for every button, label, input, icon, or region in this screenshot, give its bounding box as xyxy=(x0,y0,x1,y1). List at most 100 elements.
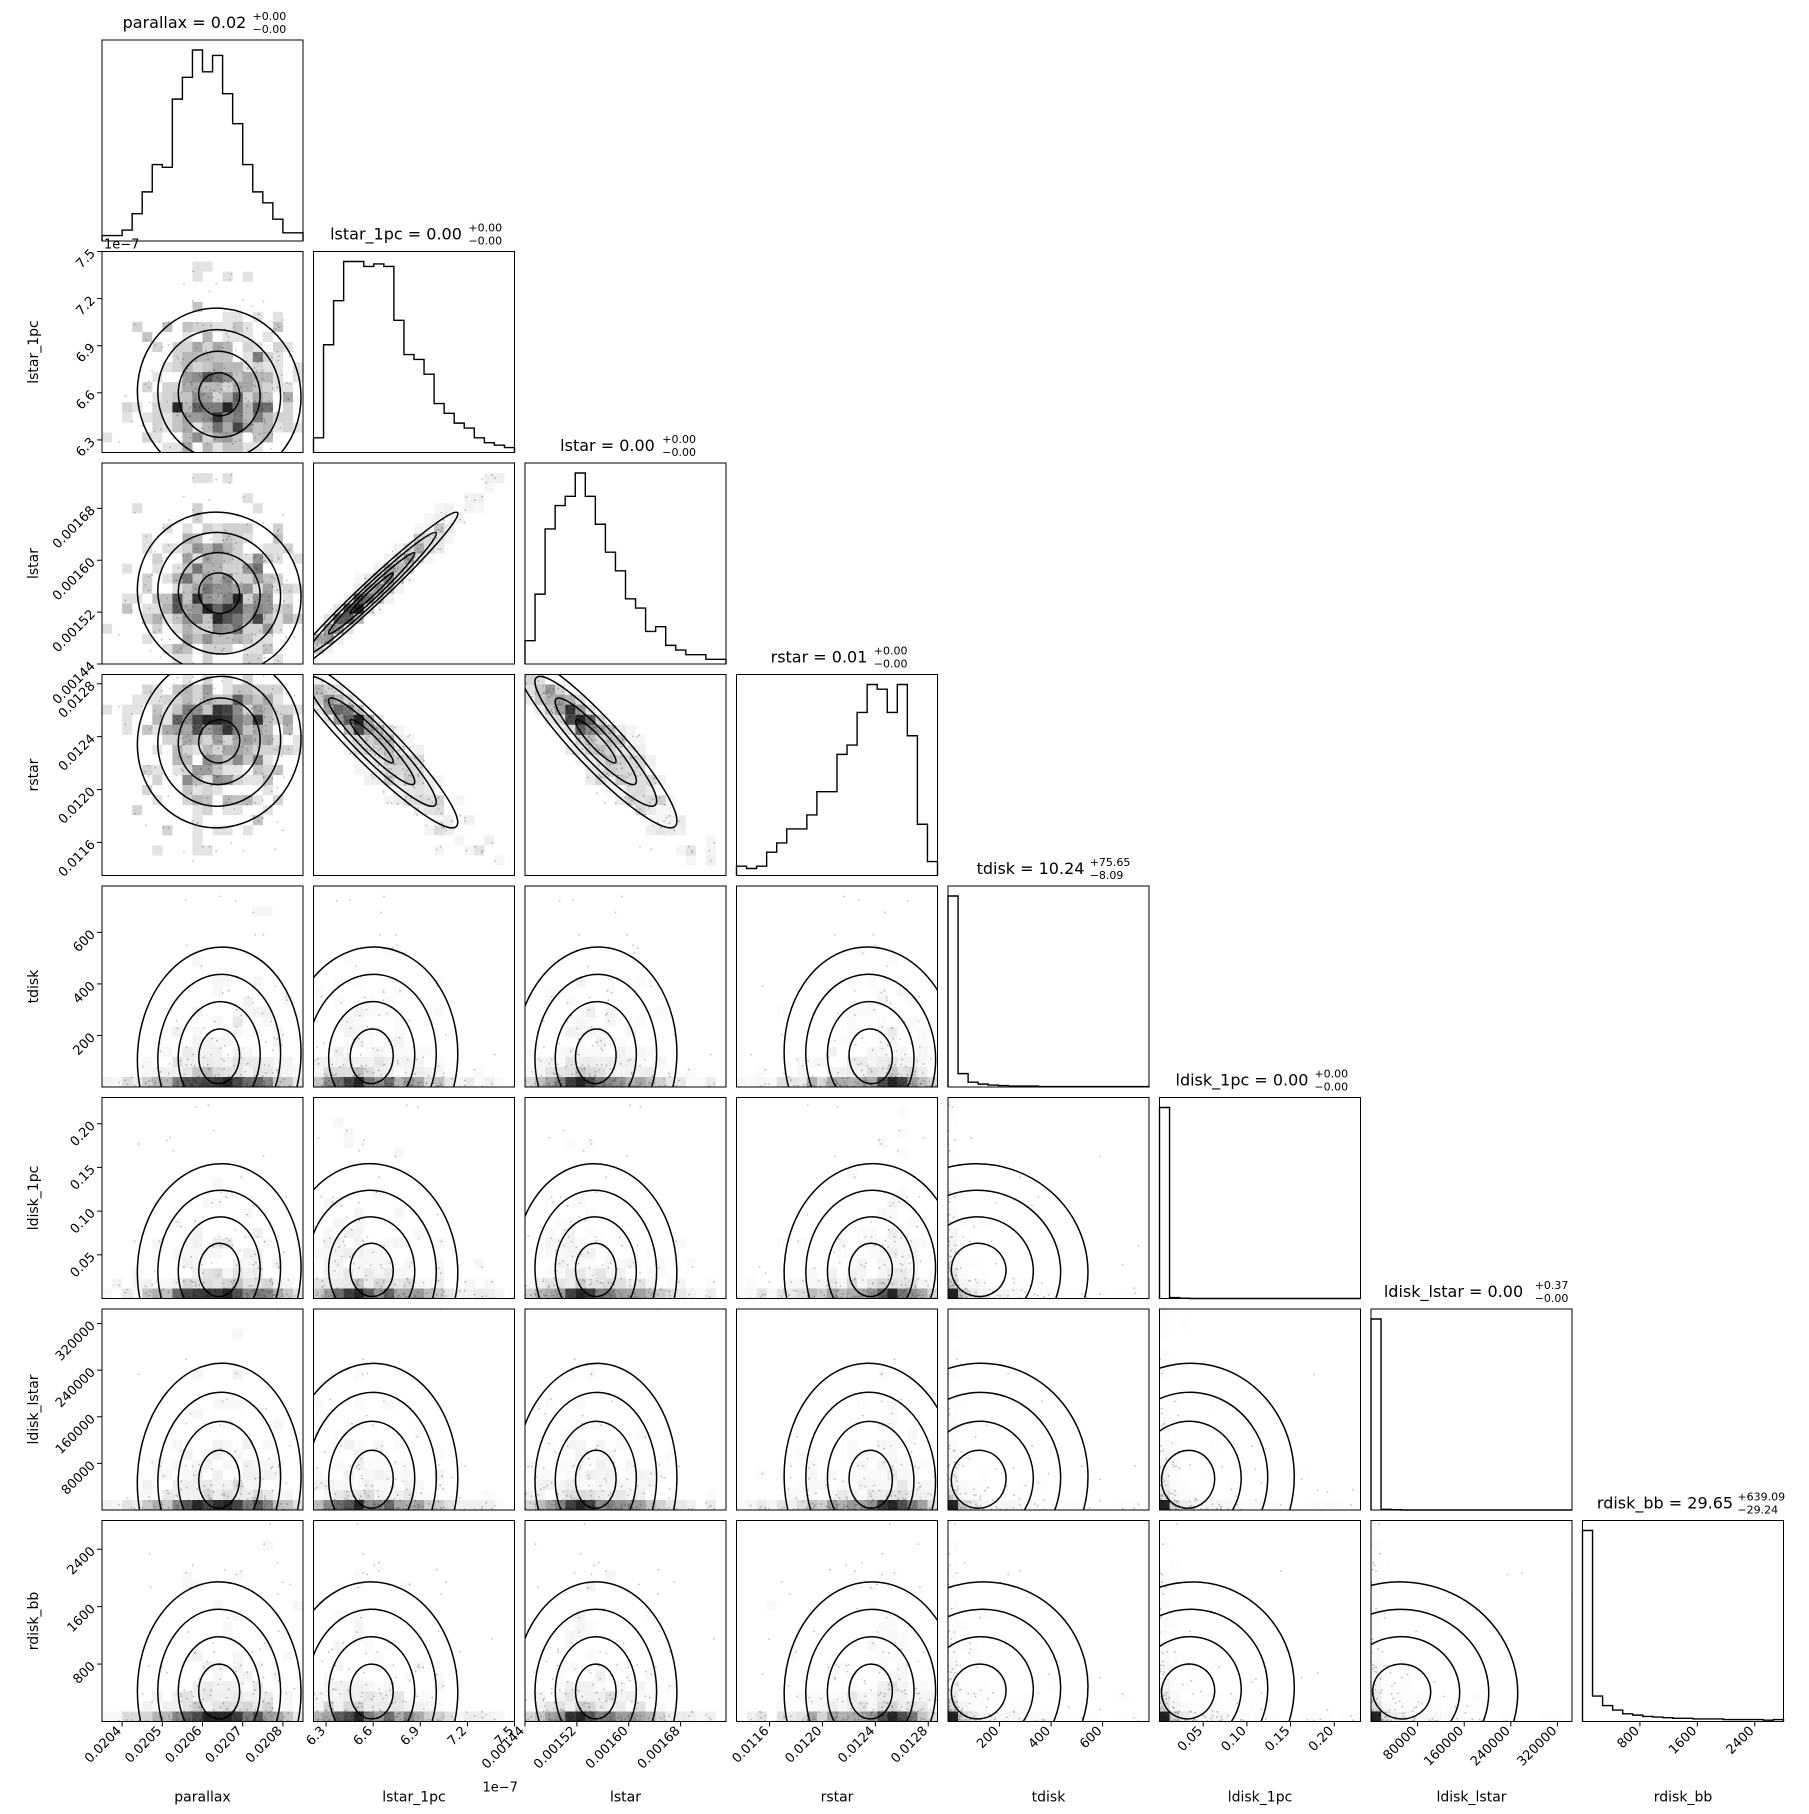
density-cell xyxy=(203,785,213,795)
density-cell xyxy=(243,272,253,282)
density-cell xyxy=(182,594,192,604)
density-cell xyxy=(203,1268,213,1278)
density-cell xyxy=(213,554,223,564)
density-cell xyxy=(142,382,152,392)
density-cell xyxy=(192,1027,202,1037)
y-tick-label: 600 xyxy=(70,927,98,955)
scatter-point xyxy=(606,722,608,724)
density-cell xyxy=(223,745,233,755)
density-cell xyxy=(354,1238,364,1248)
density-cell xyxy=(203,685,213,695)
density-cell xyxy=(213,705,223,715)
density-cell xyxy=(172,705,182,715)
density-cell xyxy=(273,685,283,695)
density-cell xyxy=(404,1268,414,1278)
scatter-point xyxy=(239,1250,241,1252)
scatter-point xyxy=(919,1260,921,1262)
density-cell xyxy=(374,1007,384,1017)
density-cell xyxy=(565,1289,575,1299)
density-cell xyxy=(203,332,213,342)
density-cell xyxy=(837,1067,847,1077)
density-cell xyxy=(444,1077,454,1087)
density-cell xyxy=(263,785,273,795)
y-tick-label: 0.05 xyxy=(68,1250,99,1281)
density-cell xyxy=(253,624,263,634)
density-cell xyxy=(364,1258,374,1268)
density-cell xyxy=(162,543,172,553)
scatter-point xyxy=(176,1020,178,1022)
panel-inner xyxy=(277,1087,505,1382)
density-cell xyxy=(565,997,575,1007)
density-cell xyxy=(172,685,182,695)
density-cell xyxy=(213,412,223,422)
density-cell xyxy=(192,543,202,553)
density-cell xyxy=(595,735,605,745)
scatter-point xyxy=(281,755,283,757)
scatter-point xyxy=(311,1086,313,1088)
scatter-point xyxy=(520,1297,522,1299)
density-cell xyxy=(253,443,263,453)
scatter-point xyxy=(265,466,267,468)
density-cell xyxy=(686,1289,696,1299)
title-sub-lstar-1pc: −0.00 xyxy=(468,235,502,248)
scatter-point xyxy=(392,551,394,553)
density-cell xyxy=(203,584,213,594)
density-cell xyxy=(182,543,192,553)
scatter-point xyxy=(383,992,385,994)
y-tick-label: 6.3 xyxy=(73,435,98,460)
density-cell xyxy=(666,1067,676,1077)
density-cell xyxy=(132,503,142,513)
density-cell xyxy=(142,604,152,614)
scatter-point xyxy=(275,849,277,851)
density-cell xyxy=(565,1027,575,1037)
density-cell xyxy=(122,594,132,604)
scatter-point xyxy=(215,850,217,852)
density-cell xyxy=(706,1077,716,1087)
density-cell xyxy=(394,1047,404,1057)
scatter-point xyxy=(311,693,313,695)
scatter-point xyxy=(263,454,265,456)
scatter-point xyxy=(127,685,129,687)
density-cell xyxy=(142,412,152,422)
scatter-point xyxy=(243,850,245,852)
density-cell xyxy=(525,675,535,685)
density-cell xyxy=(364,1248,374,1258)
density-cell xyxy=(253,906,263,916)
density-cell xyxy=(344,956,354,966)
density-cell xyxy=(122,1077,132,1087)
scatter-point xyxy=(285,1196,287,1198)
density-cell xyxy=(636,1289,646,1299)
panel-inner xyxy=(101,875,329,1170)
density-cell xyxy=(192,372,202,382)
scatter-point xyxy=(362,1143,364,1145)
panel-inner xyxy=(101,473,334,707)
density-cell xyxy=(494,855,504,865)
scatter-point xyxy=(161,455,163,457)
panel-lstar-1pc-vs-tdisk xyxy=(277,875,515,1170)
density-cell xyxy=(374,1067,384,1077)
density-cell xyxy=(897,1077,907,1087)
scatter-point xyxy=(305,359,307,361)
scatter-point xyxy=(582,1087,584,1089)
density-cell xyxy=(213,533,223,543)
density-cell xyxy=(233,634,243,644)
scatter-point xyxy=(592,1045,594,1047)
scatter-point xyxy=(417,1106,419,1108)
panel-lstar-vs-tdisk xyxy=(502,875,726,1169)
density-cell xyxy=(253,1258,263,1268)
scatter-point xyxy=(127,669,129,671)
y-axis-label-lstar: lstar xyxy=(26,548,42,579)
density-cell xyxy=(263,725,273,735)
hist-lstar-1pc: lstar_1pc = 0.00+0.00−0.00 xyxy=(314,222,515,453)
scatter-point xyxy=(563,681,565,683)
density-cell xyxy=(283,1278,293,1288)
density-cell xyxy=(213,695,223,705)
density-cell xyxy=(182,1258,192,1268)
scatter-point xyxy=(149,402,151,404)
density-cell xyxy=(162,443,172,453)
density-cell xyxy=(233,1268,243,1278)
density-cell xyxy=(253,1007,263,1017)
density-cell xyxy=(767,1077,777,1087)
density-cell xyxy=(243,1278,253,1288)
density-cell xyxy=(344,1128,354,1138)
